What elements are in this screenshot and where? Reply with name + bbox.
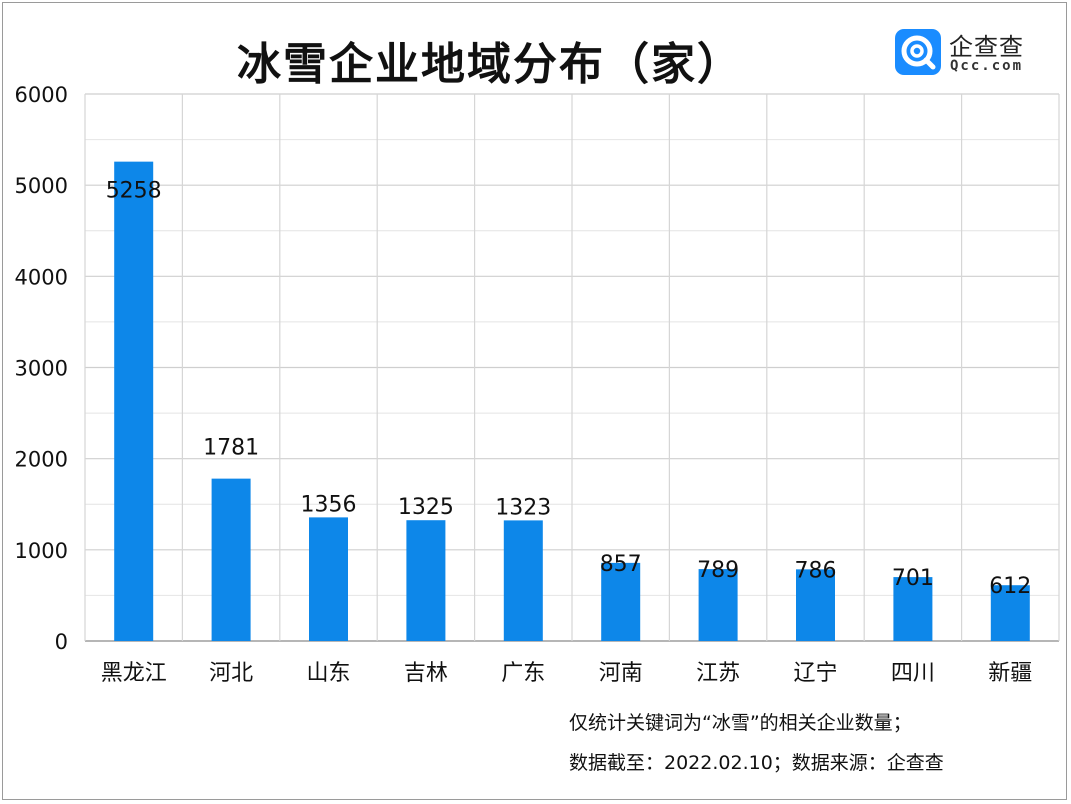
x-tick-label: 四川 [891, 661, 935, 686]
bar [796, 569, 835, 641]
bar [406, 520, 446, 641]
y-tick-label: 5000 [15, 174, 68, 198]
data-label: 1325 [398, 495, 454, 520]
x-tick-label: 江苏 [696, 661, 740, 686]
data-label: 786 [795, 558, 837, 583]
footnote-scope: 仅统计关键词为“冰雪”的相关企业数量； [569, 712, 912, 734]
qcc-logo-icon [895, 29, 941, 75]
x-axis-ticks: 黑龙江 河北 山东 吉林 广东 河南 江苏 辽宁 四川 新疆 [101, 661, 1033, 686]
y-tick-label: 3000 [15, 357, 68, 381]
bar [893, 577, 933, 641]
data-label: 857 [600, 552, 642, 577]
logo-domain: Qcc.com [950, 58, 1024, 74]
x-tick-label: 河北 [209, 661, 253, 686]
bar [211, 478, 251, 641]
y-tick-label: 4000 [15, 265, 68, 289]
bars [114, 161, 1030, 641]
y-tick-label: 2000 [15, 448, 68, 472]
x-tick-label: 山东 [306, 661, 350, 686]
x-tick-label: 吉林 [404, 661, 448, 686]
bar [503, 520, 543, 641]
y-tick-label: 1000 [15, 539, 68, 563]
data-labels: 5258 1781 1356 1325 1323 857 789 786 701 612 [106, 179, 1032, 600]
y-tick-label: 6000 [15, 83, 68, 107]
data-label: 701 [892, 566, 934, 591]
y-axis-ticks: 0 1000 2000 3000 4000 5000 6000 [15, 83, 68, 654]
chart-title: 冰雪企业地域分布（家） [237, 39, 743, 90]
data-label: 789 [697, 558, 739, 583]
data-label: 1781 [203, 436, 259, 461]
logo-name: 企查查 [949, 33, 1024, 61]
y-tick-label: 0 [55, 630, 68, 654]
x-tick-label: 黑龙江 [101, 661, 167, 686]
bar [990, 585, 1030, 641]
bar [309, 517, 348, 641]
data-label: 1323 [495, 495, 551, 520]
data-label: 612 [989, 574, 1031, 599]
footnote-source: 数据截至：2022.02.10；数据来源：企查查 [569, 752, 944, 774]
bar [698, 569, 738, 641]
bar [601, 562, 641, 641]
data-label: 1356 [301, 492, 357, 517]
qcc-logo: 企查查 Qcc.com [895, 27, 1045, 77]
bar [114, 161, 154, 641]
x-tick-label: 广东 [501, 661, 545, 686]
x-tick-label: 新疆 [988, 661, 1032, 686]
x-tick-label: 河南 [599, 661, 643, 686]
data-label: 5258 [106, 179, 162, 204]
x-tick-label: 辽宁 [793, 661, 837, 686]
